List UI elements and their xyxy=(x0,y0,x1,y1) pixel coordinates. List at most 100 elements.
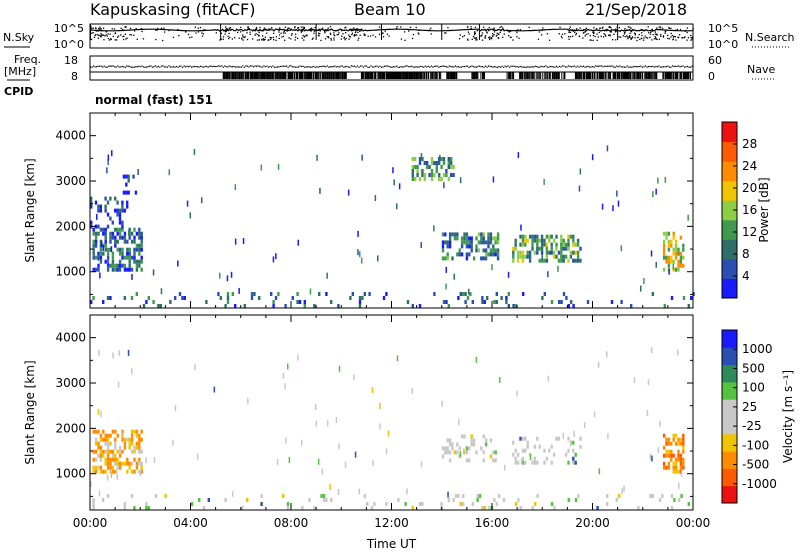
noise-search-dot xyxy=(587,33,589,35)
range-cell xyxy=(116,212,119,217)
freq-dot xyxy=(495,66,497,68)
range-cell xyxy=(470,236,473,241)
noise-search-dot xyxy=(571,29,573,32)
range-cell xyxy=(109,263,112,268)
range-cell xyxy=(140,239,143,244)
range-cell xyxy=(127,349,130,356)
noise-search-dot xyxy=(400,38,403,40)
range-cell xyxy=(560,254,563,259)
range-cell xyxy=(674,247,678,252)
freq-dot xyxy=(370,65,372,67)
noise-search-dot xyxy=(338,32,340,34)
noise-search-dot xyxy=(303,27,305,29)
range-cell xyxy=(524,448,527,453)
range-cell xyxy=(447,161,450,165)
noise-search-dot xyxy=(636,39,638,42)
noise-search-dot xyxy=(343,36,345,38)
noise-search-dot xyxy=(318,32,320,34)
freq-dot xyxy=(477,65,479,67)
noise-search-dot xyxy=(481,39,484,41)
range-cell xyxy=(576,250,580,255)
freq-dot xyxy=(688,66,690,68)
range-cell xyxy=(677,259,680,264)
range-cell xyxy=(428,173,431,177)
range-cell xyxy=(620,245,623,252)
freq-dot xyxy=(500,66,502,68)
noise-search-dot xyxy=(259,26,261,29)
range-cell xyxy=(548,250,551,255)
range-cell xyxy=(617,200,620,207)
range-cell xyxy=(572,460,575,465)
noise-search-dot xyxy=(253,29,255,31)
noise-search-dot xyxy=(280,32,282,34)
range-cell xyxy=(104,457,107,462)
noise-search-dot xyxy=(629,32,631,34)
range-cell xyxy=(133,239,136,244)
range-cell xyxy=(442,157,446,161)
range-cell xyxy=(464,292,467,296)
noise-search-dot xyxy=(509,30,512,32)
range-cell xyxy=(452,173,455,177)
noise-search-dot xyxy=(459,34,461,36)
range-cell xyxy=(106,267,110,272)
range-cell xyxy=(102,437,105,442)
range-cell xyxy=(114,263,117,268)
range-cell xyxy=(520,458,523,465)
freq-dot xyxy=(647,66,649,68)
range-cell xyxy=(102,469,105,474)
range-cell xyxy=(133,469,136,474)
range-cell xyxy=(536,238,539,243)
range-cell xyxy=(679,255,683,260)
range-cell xyxy=(674,267,678,272)
range-cell xyxy=(540,234,544,239)
range-cell xyxy=(444,446,447,451)
range-cell xyxy=(531,234,534,239)
range-cell xyxy=(655,261,657,268)
noise-search-dot xyxy=(163,27,165,29)
range-cell xyxy=(586,300,590,304)
range-cell xyxy=(258,296,261,300)
noise-search-dot xyxy=(672,36,675,38)
range-cell xyxy=(521,238,525,243)
range-cell xyxy=(344,461,347,468)
noise-search-dot xyxy=(516,36,518,38)
freq-dot xyxy=(243,66,245,68)
range-cell xyxy=(377,255,379,262)
range-cell xyxy=(99,433,103,438)
freq-dot xyxy=(163,66,166,68)
range-cell xyxy=(442,300,446,304)
noise-search-dot xyxy=(604,34,606,36)
freq-dot xyxy=(590,66,592,68)
noise-search-dot xyxy=(408,30,410,32)
noise-search-dot xyxy=(603,33,605,35)
noise-search-dot xyxy=(155,29,157,31)
freq-dot xyxy=(96,66,98,68)
noise-search-dot xyxy=(606,30,608,32)
range-cell xyxy=(130,429,134,434)
range-cell xyxy=(138,259,141,264)
freq-dot xyxy=(679,66,681,68)
range-cell xyxy=(118,445,122,450)
freq-dot xyxy=(123,66,125,68)
range-cell xyxy=(550,502,554,506)
range-cell xyxy=(118,251,122,256)
range-cell xyxy=(465,244,469,249)
range-cell xyxy=(441,256,445,261)
noise-search-dot xyxy=(278,29,280,31)
range-cell xyxy=(482,232,485,237)
range-cell xyxy=(521,436,525,441)
range-cell xyxy=(142,304,146,308)
noise-search-dot xyxy=(561,33,564,35)
noise-search-dot xyxy=(358,37,360,39)
freq-dot xyxy=(623,66,625,68)
range-cell xyxy=(579,436,582,441)
noise-search-dot xyxy=(568,28,571,30)
noise-search-dot xyxy=(665,30,667,32)
freq-dot xyxy=(445,66,447,68)
freq-dot xyxy=(513,65,515,67)
noise-search-dot xyxy=(430,33,432,35)
range-cell xyxy=(667,449,671,454)
noise-search-dot xyxy=(508,31,511,33)
freq-dot xyxy=(417,66,419,68)
range-cell xyxy=(313,506,316,510)
